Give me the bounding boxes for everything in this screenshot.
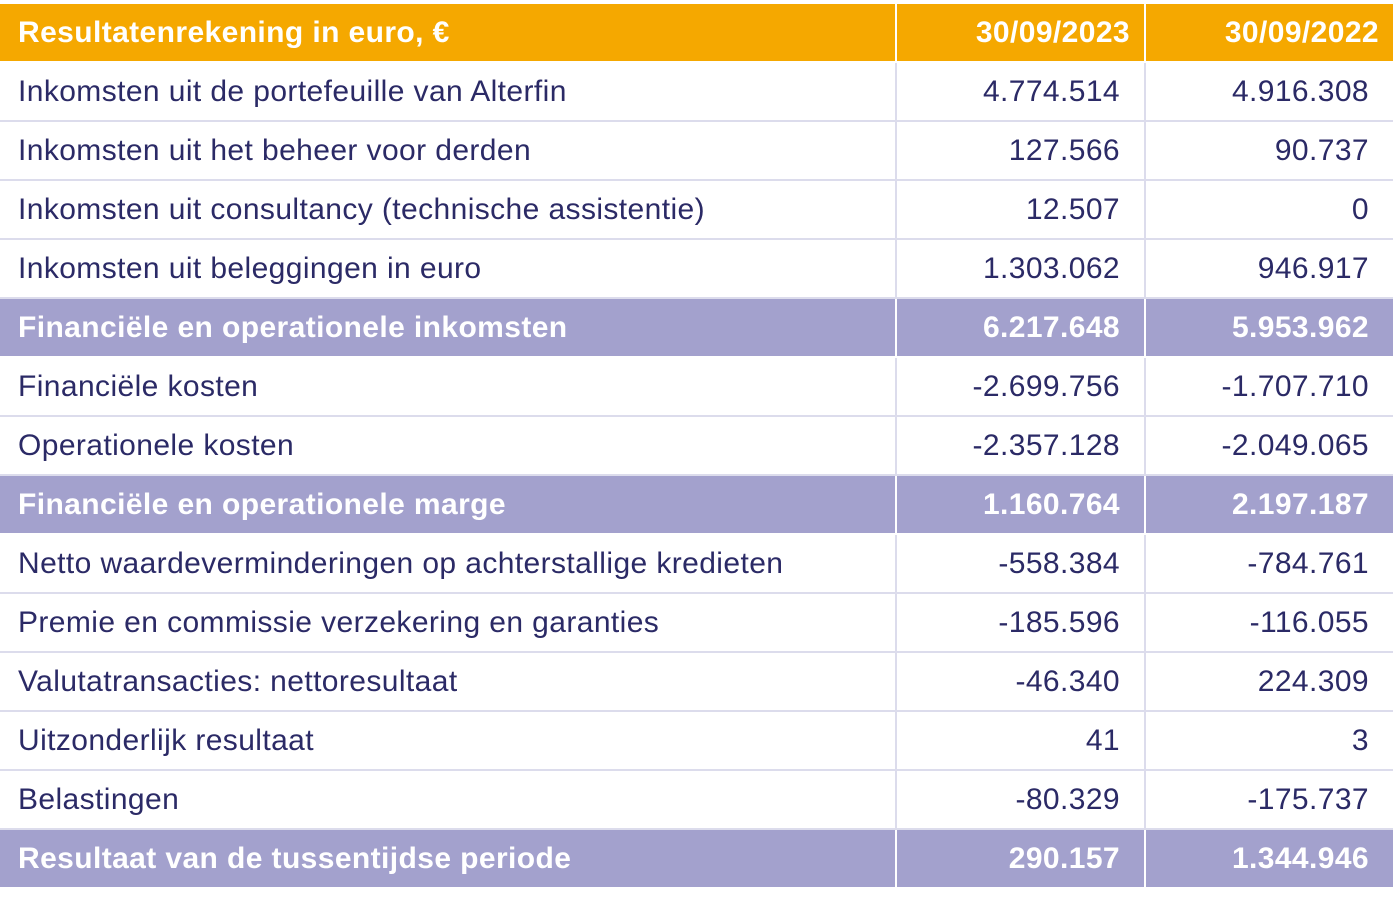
- header-col-2023: 30/09/2023: [897, 4, 1146, 61]
- row-label: Resultaat van de tussentijdse periode: [0, 830, 897, 887]
- table-row: Inkomsten uit het beheer voor derden 127…: [0, 122, 1393, 181]
- row-value-2022: 3: [1351, 723, 1369, 757]
- row-value-2023: 41: [897, 712, 1146, 769]
- table-row: Valutatransacties: nettoresultaat -46.34…: [0, 653, 1393, 712]
- row-value-2023: -2.699.756: [897, 358, 1146, 415]
- row-label: Financiële kosten: [0, 358, 897, 415]
- table-row: Inkomsten uit de portefeuille van Alterf…: [0, 63, 1393, 122]
- row-value-2023: 1.303.062: [897, 240, 1146, 297]
- row-value-2022: 224.309: [1257, 664, 1369, 698]
- row-value-2022: -175.737: [1247, 782, 1369, 816]
- row-value-2022: 90.737: [1274, 133, 1369, 167]
- row-label: Inkomsten uit het beheer voor derden: [0, 122, 897, 179]
- row-value-2022: -2.049.065: [1221, 428, 1369, 462]
- table-header-row: Resultatenrekening in euro, € 30/09/2023…: [0, 4, 1393, 63]
- table-row: Inkomsten uit beleggingen in euro 1.303.…: [0, 240, 1393, 299]
- table-row: Financiële kosten -2.699.756 -1.707.710: [0, 358, 1393, 417]
- row-label: Financiële en operationele inkomsten: [0, 299, 897, 356]
- row-value-2022: 1.344.946: [1231, 841, 1369, 875]
- row-label: Premie en commissie verzekering en garan…: [0, 594, 897, 651]
- table-row-grand-total: Resultaat van de tussentijdse periode 29…: [0, 830, 1393, 889]
- row-value-2023: -558.384: [897, 535, 1146, 592]
- row-value-2022: 946.917: [1257, 251, 1369, 285]
- row-value-2022: 2.197.187: [1231, 487, 1369, 521]
- row-value-2023: 12.507: [897, 181, 1146, 238]
- row-label: Belastingen: [0, 771, 897, 828]
- row-label: Inkomsten uit beleggingen in euro: [0, 240, 897, 297]
- table-row: Belastingen -80.329 -175.737: [0, 771, 1393, 830]
- row-value-2022: 4.916.308: [1231, 74, 1369, 108]
- table-row: Operationele kosten -2.357.128 -2.049.06…: [0, 417, 1393, 476]
- row-value-2023: -80.329: [897, 771, 1146, 828]
- row-label: Netto waardeverminderingen op achterstal…: [0, 535, 897, 592]
- header-label: Resultatenrekening in euro, €: [0, 4, 897, 61]
- income-statement-table: Resultatenrekening in euro, € 30/09/2023…: [0, 4, 1393, 889]
- table-row: Netto waardeverminderingen op achterstal…: [0, 535, 1393, 594]
- header-col-2022: 30/09/2022: [1224, 15, 1379, 49]
- row-value-2023: 1.160.764: [897, 476, 1146, 533]
- row-value-2023: -185.596: [897, 594, 1146, 651]
- table-row-subtotal: Financiële en operationele inkomsten 6.2…: [0, 299, 1393, 358]
- row-value-2022: 5.953.962: [1231, 310, 1369, 344]
- row-value-2023: 6.217.648: [897, 299, 1146, 356]
- row-value-2023: 290.157: [897, 830, 1146, 887]
- table-row: Premie en commissie verzekering en garan…: [0, 594, 1393, 653]
- row-label: Inkomsten uit de portefeuille van Alterf…: [0, 63, 897, 120]
- row-value-2023: 127.566: [897, 122, 1146, 179]
- row-value-2022: 0: [1351, 192, 1369, 226]
- row-label: Valutatransacties: nettoresultaat: [0, 653, 897, 710]
- row-value-2023: -2.357.128: [897, 417, 1146, 474]
- row-label: Financiële en operationele marge: [0, 476, 897, 533]
- row-value-2022: -1.707.710: [1221, 369, 1369, 403]
- row-value-2022: -116.055: [1249, 605, 1369, 639]
- table-row-subtotal: Financiële en operationele marge 1.160.7…: [0, 476, 1393, 535]
- row-value-2023: 4.774.514: [897, 63, 1146, 120]
- row-label: Uitzonderlijk resultaat: [0, 712, 897, 769]
- row-label: Inkomsten uit consultancy (technische as…: [0, 181, 897, 238]
- row-value-2023: -46.340: [897, 653, 1146, 710]
- table-row: Uitzonderlijk resultaat 41 3: [0, 712, 1393, 771]
- row-label: Operationele kosten: [0, 417, 897, 474]
- row-value-2022: -784.761: [1247, 546, 1369, 580]
- table-row: Inkomsten uit consultancy (technische as…: [0, 181, 1393, 240]
